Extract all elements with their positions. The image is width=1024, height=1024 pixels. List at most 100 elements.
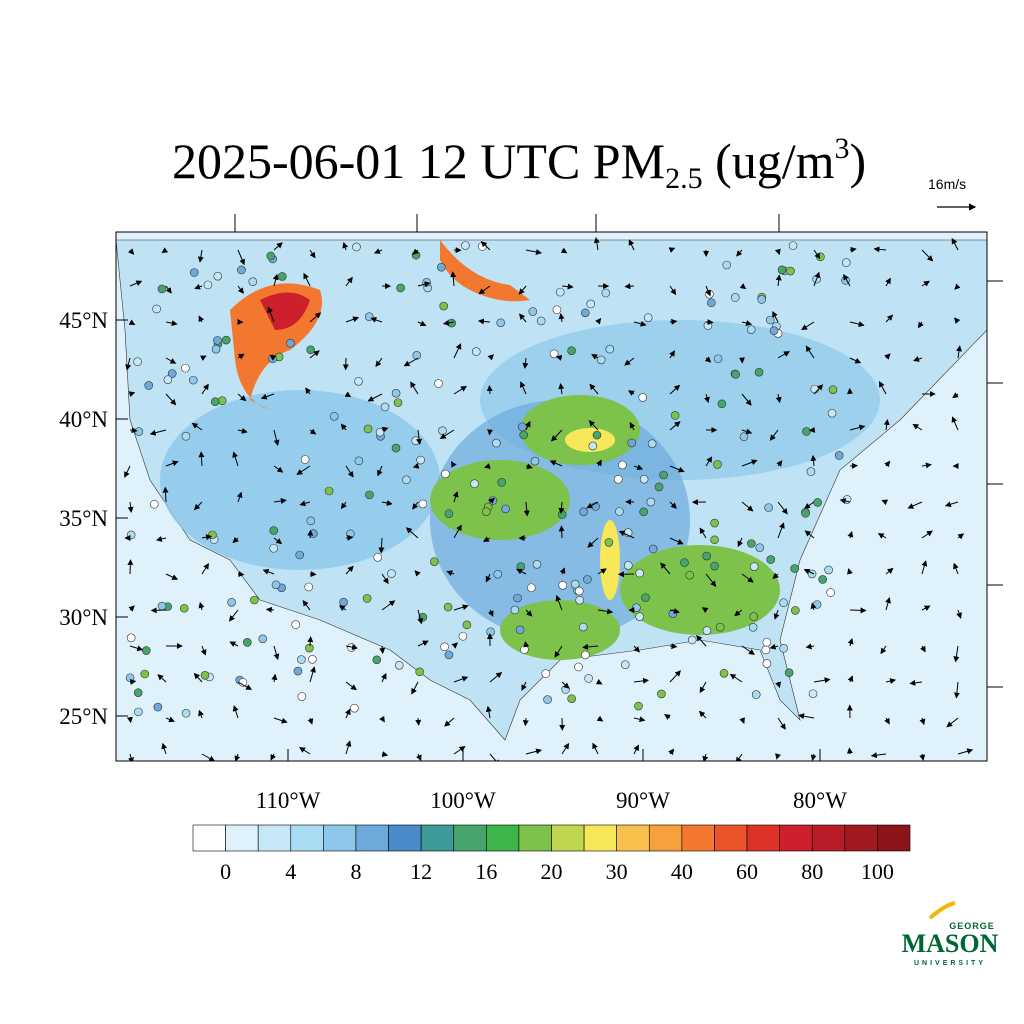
wind-arrow xyxy=(698,710,707,719)
plume xyxy=(565,428,615,452)
wind-arrow xyxy=(873,246,887,253)
station xyxy=(297,655,306,664)
wind-arrow xyxy=(696,635,707,647)
wind-arrow xyxy=(124,465,131,478)
station xyxy=(680,558,689,567)
wind-arrow xyxy=(414,570,421,577)
wind-arrow xyxy=(442,319,455,326)
wind-arrow xyxy=(741,645,755,655)
station xyxy=(167,369,177,378)
station xyxy=(574,662,583,672)
wind-arrow xyxy=(489,753,501,761)
wind-arrow xyxy=(729,673,743,683)
station xyxy=(765,315,775,325)
wind-arrow xyxy=(951,237,959,251)
wind-arrow xyxy=(522,357,529,369)
wind-arrow xyxy=(705,456,713,467)
wind-arrow xyxy=(165,393,177,406)
station xyxy=(422,278,431,287)
station xyxy=(604,538,614,547)
station xyxy=(588,441,598,451)
axes: 45°N 40°N 35°N 30°N 25°N 110°W 100°W 90°W 80°W xyxy=(59,214,1003,813)
station xyxy=(762,637,772,647)
wind-arrow xyxy=(484,463,491,469)
wind-arrow xyxy=(417,609,424,625)
wind-arrow xyxy=(345,276,353,287)
station xyxy=(552,305,562,315)
station xyxy=(659,470,668,480)
station xyxy=(492,438,501,448)
wind-arrow xyxy=(701,607,709,614)
wind-arrow xyxy=(849,321,865,327)
station xyxy=(444,650,454,660)
wind-arrow xyxy=(128,319,136,326)
colorbar-box xyxy=(681,824,715,852)
station xyxy=(213,336,222,345)
station xyxy=(372,655,382,665)
station xyxy=(510,605,520,615)
wind-arrow xyxy=(237,393,247,402)
station xyxy=(373,552,383,562)
wind-arrow xyxy=(162,486,169,503)
wind-arrow xyxy=(589,383,599,395)
wind-arrow xyxy=(741,501,754,512)
station xyxy=(393,398,403,407)
wind-arrow xyxy=(558,525,565,539)
wind-arrow xyxy=(917,321,924,329)
lat-label: 40°N xyxy=(59,407,108,432)
station xyxy=(747,539,756,548)
colorbar-box xyxy=(323,824,357,852)
station xyxy=(581,308,590,318)
station xyxy=(643,313,653,322)
station xyxy=(140,669,150,679)
wind-arrow xyxy=(558,313,565,323)
wind-arrow xyxy=(739,283,747,290)
wind-arrow xyxy=(453,604,469,611)
wind-arrow xyxy=(375,357,383,368)
wind-arrow xyxy=(741,393,752,406)
station xyxy=(396,283,405,293)
wind-arrow xyxy=(561,283,574,290)
wind-arrow xyxy=(846,747,853,755)
station xyxy=(486,627,495,637)
wind-arrow xyxy=(228,609,239,622)
station xyxy=(719,668,729,678)
station xyxy=(163,375,173,384)
station xyxy=(210,397,220,407)
wind-arrow xyxy=(849,246,857,253)
station xyxy=(429,557,439,566)
wind-arrow xyxy=(379,715,385,723)
colorbar-box xyxy=(616,824,650,852)
wind-arrow xyxy=(127,501,134,513)
lon-label: 100°W xyxy=(430,788,496,813)
wind-arrow xyxy=(633,464,644,471)
station xyxy=(614,474,623,484)
wind-arrow xyxy=(345,708,351,719)
station xyxy=(702,551,711,561)
station xyxy=(558,580,568,590)
colorbar-box xyxy=(714,824,748,852)
wind-arrow xyxy=(370,317,383,323)
station xyxy=(306,516,316,526)
station xyxy=(412,351,422,360)
wind-arrow xyxy=(741,428,753,435)
station xyxy=(777,265,787,275)
station xyxy=(300,455,310,464)
station xyxy=(826,588,835,597)
wind-arrow xyxy=(480,241,491,251)
station xyxy=(181,363,190,373)
station xyxy=(746,325,756,334)
wind-arrow xyxy=(525,463,533,470)
colorbar-box xyxy=(355,824,389,852)
wind-arrow xyxy=(736,249,743,257)
wind-arrow xyxy=(660,562,671,575)
wind-arrow xyxy=(952,392,959,399)
wind-arrow xyxy=(669,537,684,545)
station xyxy=(790,564,799,573)
station xyxy=(567,346,576,355)
station xyxy=(749,612,759,621)
station xyxy=(646,497,656,507)
colorbar-box xyxy=(486,824,520,852)
station xyxy=(722,260,732,270)
wind-arrow xyxy=(128,391,136,398)
